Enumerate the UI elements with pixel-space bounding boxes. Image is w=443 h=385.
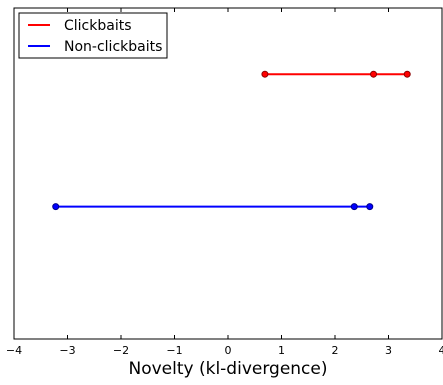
x-tick-label: −3 [59,344,75,357]
x-tick-label: 0 [225,344,232,357]
x-tick-label: 1 [278,344,285,357]
x-tick-label: 4 [439,344,443,357]
legend-label-clickbaits: Clickbaits [64,18,132,34]
data-point-clickbaits-1 [371,71,377,77]
x-axis-label: Novelty (kl-divergence) [128,359,327,379]
data-point-non-clickbaits-1 [351,204,357,210]
x-tick-label: 3 [385,344,392,357]
x-tick-label: 2 [332,344,339,357]
data-point-non-clickbaits-0 [53,204,59,210]
data-point-clickbaits-2 [404,71,410,77]
x-tick-label: −4 [6,344,22,357]
legend-label-non-clickbaits: Non-clickbaits [64,39,162,55]
data-point-non-clickbaits-2 [367,204,373,210]
x-tick-label: −1 [166,344,182,357]
x-tick-label: −2 [113,344,129,357]
legend: Clickbaits Non-clickbaits [19,13,167,58]
data-point-clickbaits-0 [262,71,268,77]
